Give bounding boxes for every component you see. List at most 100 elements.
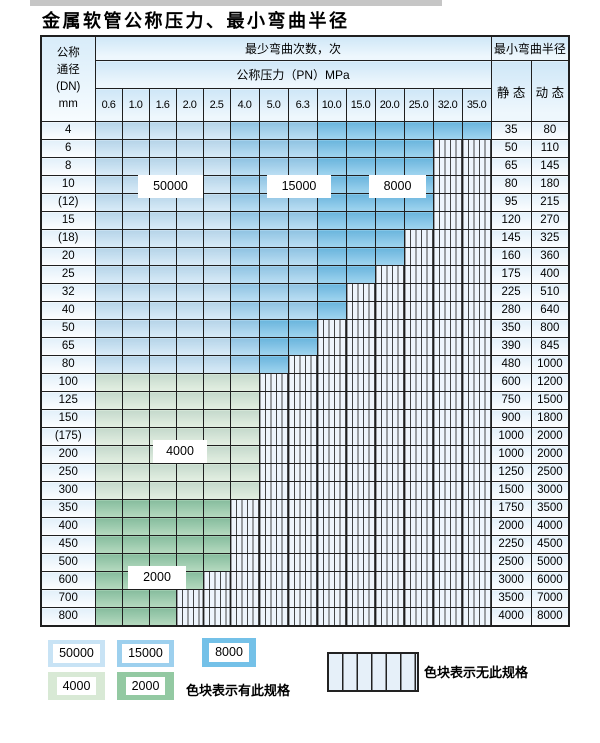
spec-cell: [94, 607, 123, 627]
min-bend-radius-header: 最小弯曲半径: [490, 35, 570, 61]
spec-cell: [345, 175, 376, 194]
no-spec-cell: [175, 607, 204, 627]
spec-cell: [229, 409, 260, 428]
spec-cell: [175, 409, 204, 428]
no-spec-cell: [374, 265, 405, 284]
legend-swatch-15000: 15000: [117, 640, 174, 667]
legend-swatch-2000: 2000: [117, 672, 174, 700]
no-spec-cell: [287, 427, 318, 446]
spec-cell: [202, 229, 231, 248]
no-spec-cell: [258, 481, 289, 500]
spec-cell: [94, 301, 123, 320]
no-spec-cell: [258, 409, 289, 428]
no-spec-cell: [461, 445, 492, 464]
no-spec-cell: [374, 481, 405, 500]
no-spec-cell: [461, 373, 492, 392]
dn-cell: 15: [40, 211, 96, 230]
spec-cell: [121, 247, 150, 266]
no-spec-cell: [432, 427, 463, 446]
spec-cell: [287, 139, 318, 158]
dn-header-line: (DN): [56, 81, 81, 93]
spec-cell: [175, 355, 204, 374]
no-spec-cell: [258, 373, 289, 392]
spec-cell: [175, 283, 204, 302]
dynamic-radius-cell: 5000: [530, 553, 570, 572]
spec-cell: [287, 301, 318, 320]
dynamic-radius-cell: 2000: [530, 427, 570, 446]
table-row: 150 900 1800: [40, 409, 570, 428]
no-spec-cell: [461, 409, 492, 428]
dynamic-radius-cell: 7000: [530, 589, 570, 608]
spec-cell: [94, 589, 123, 608]
spec-cell: [94, 499, 123, 518]
no-spec-cell: [403, 355, 434, 374]
no-spec-cell: [229, 499, 260, 518]
spec-cell: [316, 265, 347, 284]
spec-cell: [229, 229, 260, 248]
no-spec-cell: [403, 337, 434, 356]
no-spec-cell: [258, 445, 289, 464]
static-radius-cell: 1500: [490, 481, 532, 500]
table-row: 450 2250 4500: [40, 535, 570, 554]
static-radius-cell: 2000: [490, 517, 532, 536]
spec-cell: [229, 373, 260, 392]
no-spec-cell: [432, 247, 463, 266]
spec-cell: [229, 445, 260, 464]
no-spec-cell: [316, 373, 347, 392]
no-spec-cell: [258, 535, 289, 554]
no-spec-cell: [229, 571, 260, 590]
dn-cell: (18): [40, 229, 96, 248]
spec-cell: [94, 373, 123, 392]
spec-cell: [175, 301, 204, 320]
no-spec-cell: [316, 481, 347, 500]
static-radius-cell: 160: [490, 247, 532, 266]
no-spec-cell: [345, 283, 376, 302]
spec-cell: [229, 319, 260, 338]
spec-cell: [121, 607, 150, 627]
no-spec-cell: [345, 409, 376, 428]
dn-cell: (175): [40, 427, 96, 446]
spec-cell: [229, 247, 260, 266]
spec-cell: [121, 211, 150, 230]
no-spec-cell: [374, 391, 405, 410]
spec-cell: [316, 301, 347, 320]
spec-cell: [148, 265, 177, 284]
spec-cell: [229, 283, 260, 302]
spec-cell: [148, 481, 177, 500]
spec-cell: [94, 139, 123, 158]
spec-cell: [148, 463, 177, 482]
no-spec-cell: [461, 247, 492, 266]
no-spec-cell: [403, 391, 434, 410]
spec-cell: [202, 553, 231, 572]
no-spec-cell: [202, 571, 231, 590]
spec-cell: [316, 157, 347, 176]
table-row: 20 160 360: [40, 247, 570, 266]
spec-cell: [287, 337, 318, 356]
dynamic-radius-cell: 400: [530, 265, 570, 284]
no-spec-cell: [287, 391, 318, 410]
no-spec-cell: [432, 481, 463, 500]
no-spec-cell: [461, 535, 492, 554]
no-spec-cell: [432, 535, 463, 554]
table-row: 350 1750 3500: [40, 499, 570, 518]
pressure-col-header: 32.0: [432, 88, 463, 122]
static-radius-cell: 65: [490, 157, 532, 176]
dynamic-radius-cell: 360: [530, 247, 570, 266]
spec-cell: [316, 229, 347, 248]
spec-cell: [258, 247, 289, 266]
spec-cell: [229, 463, 260, 482]
spec-cell: [202, 409, 231, 428]
spec-cell: [148, 517, 177, 536]
static-radius-cell: 600: [490, 373, 532, 392]
no-spec-cell: [432, 211, 463, 230]
spec-cell: [316, 211, 347, 230]
no-spec-cell: [374, 373, 405, 392]
spec-cell: [175, 229, 204, 248]
no-spec-cell: [345, 553, 376, 572]
spec-cell: [121, 499, 150, 518]
spec-cell: [94, 391, 123, 410]
spec-cell: [202, 175, 231, 194]
static-radius-cell: 1000: [490, 445, 532, 464]
no-spec-cell: [316, 391, 347, 410]
spec-cell: [175, 463, 204, 482]
